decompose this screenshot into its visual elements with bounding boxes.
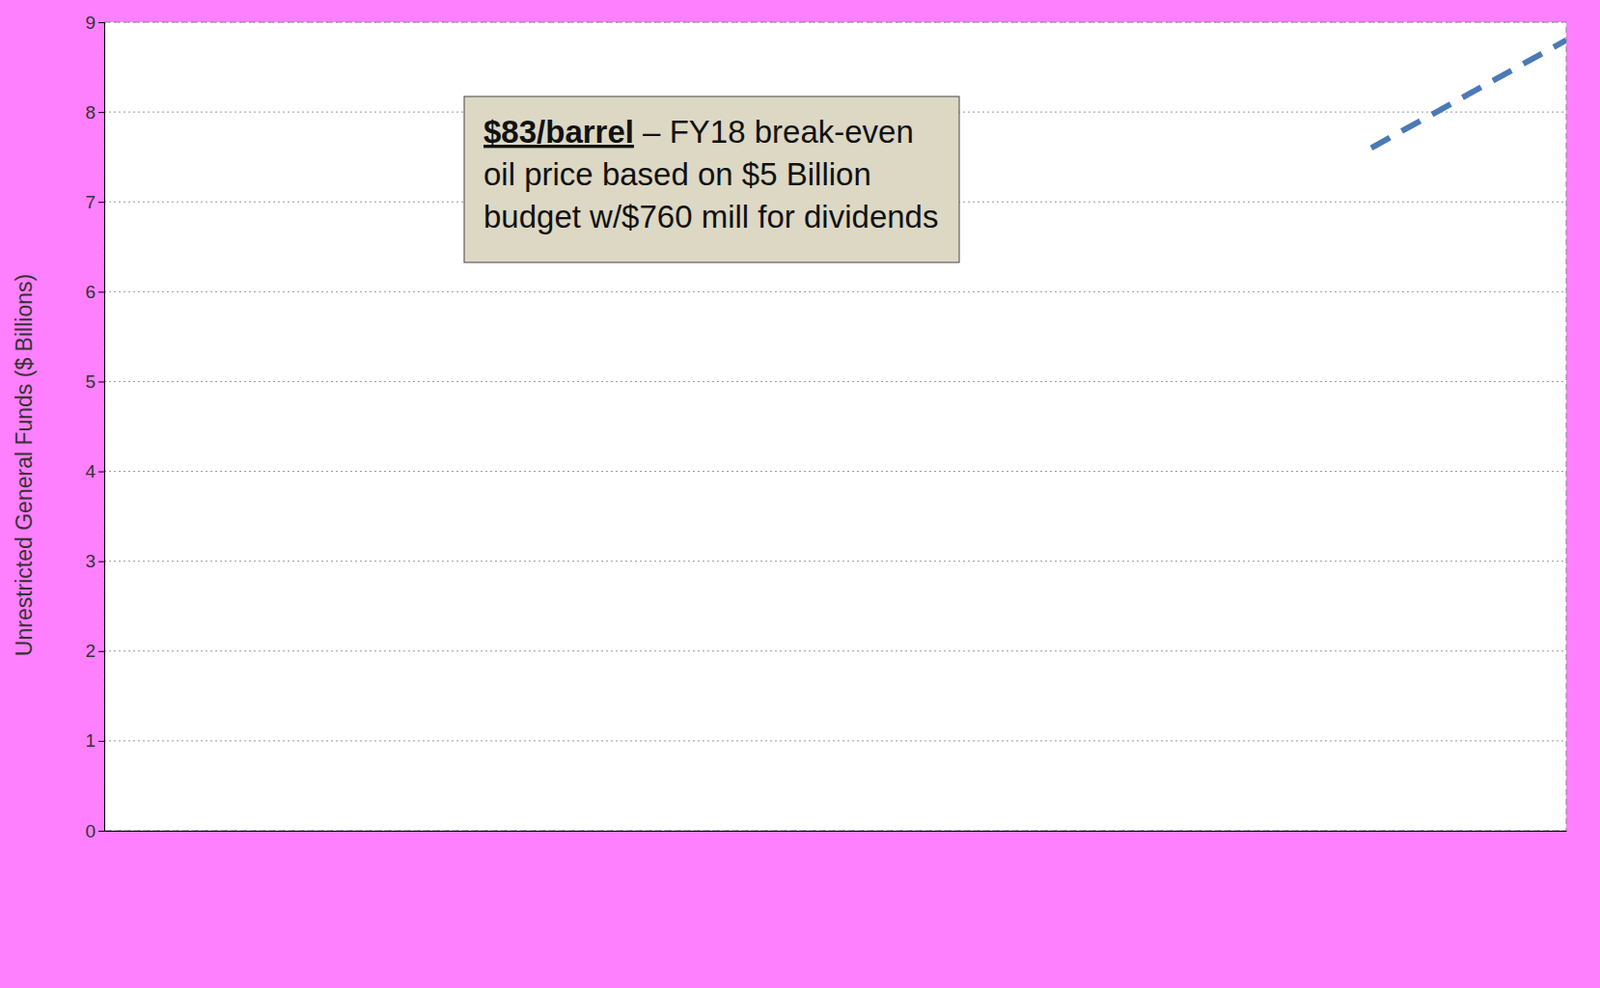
tick-label: 5 [84,371,96,392]
plot-background [104,22,1567,831]
tick-mark [98,471,105,473]
tick-label: 0 [84,821,96,842]
axis-line [98,23,106,832]
tick: 2 [84,640,105,662]
tick: 1 [84,730,105,751]
grid-line [104,291,1567,293]
tick-mark [98,741,105,743]
tick: 6 [84,281,105,303]
tick-mark [98,381,105,383]
chart: 0 1 2 3 4 5 6 7 8 9 Unrestricted General Funds ($ … [0,0,1600,988]
tick-label: 1 [84,730,96,751]
grid-line [104,560,1567,562]
tick: 0 [84,821,105,842]
tick-label: 3 [84,551,96,572]
grid-line [104,22,1567,24]
tick: 3 [84,551,105,572]
tick-label: 2 [84,640,96,662]
tick-label: 9 [84,12,96,33]
tick-mark [98,201,105,203]
grid-line [104,470,1567,472]
tick-label: 7 [84,192,96,213]
annotation-text: $83/barrel – FY18 break-even oil price ba… [483,113,938,235]
axis-title: Unrestricted General Funds ($ Billions) [11,274,37,657]
annotation-line: oil price based on $5 Billion [483,156,872,193]
tick: 9 [84,12,105,33]
tick: 4 [84,461,105,482]
tick-label: 8 [84,102,96,123]
tick-mark [98,22,105,24]
tick-label: 4 [84,461,96,482]
tick-mark [98,561,105,563]
annotation-line: – FY18 break-even [634,113,914,150]
y-axis: 0 1 2 3 4 5 6 7 8 9 [84,12,105,842]
tick-mark [98,651,105,653]
tick: 7 [84,192,105,213]
plot: 0 1 2 3 4 5 6 7 8 9 [84,12,1567,842]
tick-label: 6 [84,281,96,303]
series-line [1371,40,1567,149]
tick: 5 [84,371,105,392]
grid [104,22,1567,831]
plot-frame [104,22,1567,831]
tick-mark [98,111,105,113]
tick-mark [98,291,105,293]
grid-line [104,650,1567,652]
tick-mark [98,830,105,832]
marks [1371,40,1567,149]
tick: 8 [84,102,105,123]
annotation-label: $83/barrel [483,113,635,150]
x-axis [105,830,1568,833]
axis-line [105,830,1568,832]
annotation: $83/barrel – FY18 break-even oil price ba… [464,96,960,263]
annotation-line: budget w/$760 mill for dividends [483,198,938,235]
grid-line [104,740,1567,742]
grid-line [104,381,1567,383]
annotation-box [464,96,960,263]
